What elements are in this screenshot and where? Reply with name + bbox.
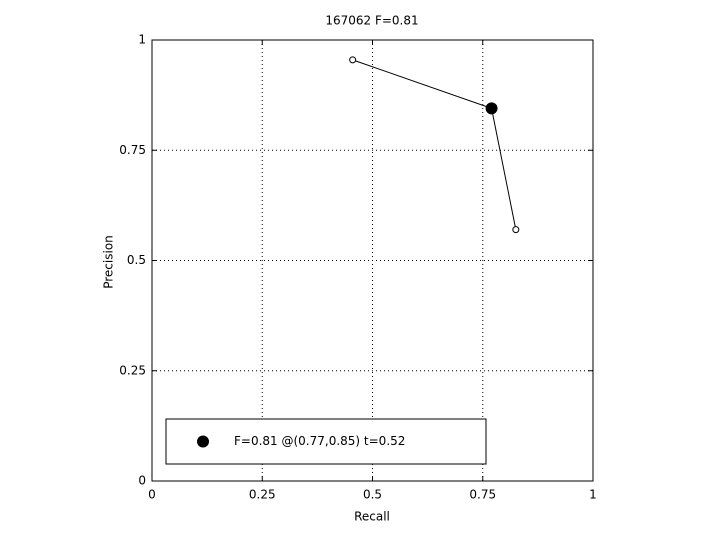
y-tick-label: 1 bbox=[138, 33, 146, 47]
x-tick-label: 1 bbox=[589, 488, 597, 502]
legend-box bbox=[165, 418, 487, 465]
plot-frame bbox=[151, 39, 594, 482]
best-point bbox=[485, 102, 498, 115]
y-axis-label: Precision bbox=[102, 235, 116, 289]
y-tick-label: 0.25 bbox=[119, 363, 146, 377]
x-tick-label: 0 bbox=[148, 488, 156, 502]
y-tick-label: 0.75 bbox=[119, 143, 146, 157]
x-axis-label: Recall bbox=[354, 510, 390, 524]
point bbox=[349, 56, 357, 64]
x-tick-label: 0.5 bbox=[363, 488, 382, 502]
y-tick-label: 0 bbox=[138, 474, 146, 488]
point bbox=[512, 226, 520, 234]
chart-title: 167062 F=0.81 bbox=[325, 14, 418, 28]
y-tick-label: 0.5 bbox=[127, 253, 146, 267]
legend-marker bbox=[197, 435, 209, 448]
legend-label: F=0.81 @(0.77,0.85) t=0.52 bbox=[234, 434, 405, 448]
x-tick-label: 0.75 bbox=[469, 488, 496, 502]
x-tick-label: 0.25 bbox=[249, 488, 276, 502]
